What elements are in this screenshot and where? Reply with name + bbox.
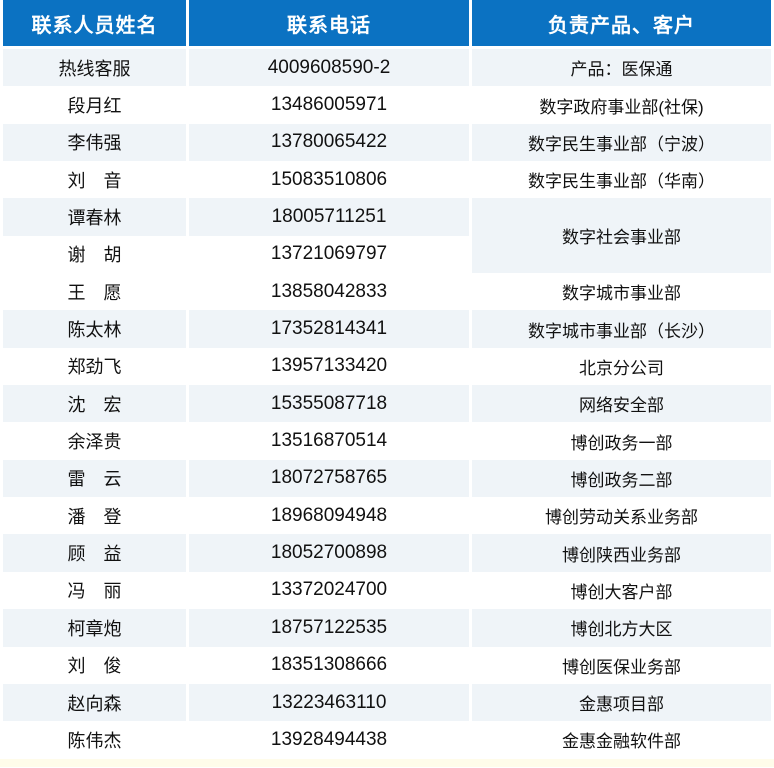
department-cell: 金惠金融软件部 bbox=[472, 721, 771, 759]
phone-cell: 13486005971 bbox=[189, 86, 469, 124]
table-row: 冯 丽 13372024700 博创大客户部 bbox=[3, 571, 771, 610]
contact-name-cell: 谢 胡 bbox=[3, 235, 186, 274]
contact-name-cell: 谭春林 bbox=[3, 198, 186, 236]
table-row: 刘 俊 18351308666 博创医保业务部 bbox=[3, 646, 771, 684]
table-row: 段月红 13486005971 数字政府事业部(社保) bbox=[3, 86, 771, 124]
phone-cell: 13372024700 bbox=[189, 571, 469, 610]
phone-cell: 18351308666 bbox=[189, 646, 469, 684]
phone-cell: 13928494438 bbox=[189, 721, 469, 759]
table-body: 热线客服 4009608590-2 产品：医保通 段月红 13486005971 数字政府… bbox=[3, 49, 771, 759]
department-cell: 北京分公司 bbox=[472, 347, 771, 386]
contact-name-cell: 顾 益 bbox=[3, 534, 186, 572]
department-cell: 数字城市事业部 bbox=[472, 273, 771, 311]
department-cell: 博创劳动关系业务部 bbox=[472, 497, 771, 535]
table-row: 李伟强 13780065422 数字民生事业部（宁波） bbox=[3, 123, 771, 162]
table-header: 联系人员姓名 联系电话 负责产品、客户 bbox=[3, 0, 771, 49]
department-cell: 博创大客户部 bbox=[472, 571, 771, 610]
contact-name-cell: 陈伟杰 bbox=[3, 721, 186, 759]
contact-name-cell: 段月红 bbox=[3, 86, 186, 124]
phone-cell: 13780065422 bbox=[189, 123, 469, 162]
phone-cell: 4009608590-2 bbox=[189, 49, 469, 87]
table-row: 谭春林 18005711251 数字社会事业部 bbox=[3, 198, 771, 274]
contact-name-cell: 沈 宏 bbox=[3, 385, 186, 423]
contact-name-cell: 热线客服 bbox=[3, 49, 186, 87]
contact-name-cell: 陈太林 bbox=[3, 310, 186, 348]
header-phone: 联系电话 bbox=[189, 0, 469, 49]
contact-name-cell: 赵向森 bbox=[3, 683, 186, 722]
table-row: 刘 音 15083510806 数字民生事业部（华南） bbox=[3, 161, 771, 199]
contact-name-cell: 郑劲飞 bbox=[3, 347, 186, 386]
header-contact-name: 联系人员姓名 bbox=[3, 0, 186, 49]
contact-name-cell: 余泽贵 bbox=[3, 422, 186, 460]
contact-name-cell: 雷 云 bbox=[3, 459, 186, 498]
phone-cell: 15083510806 bbox=[189, 161, 469, 199]
department-cell: 数字民生事业部（宁波） bbox=[472, 123, 771, 162]
table-row: 赵向森 13223463110 金惠项目部 bbox=[3, 683, 771, 722]
phone-cell: 18005711251 bbox=[189, 198, 469, 236]
department-cell: 博创医保业务部 bbox=[472, 646, 771, 684]
phone-cell: 17352814341 bbox=[189, 310, 469, 348]
table-row: 王 愿 13858042833 数字城市事业部 bbox=[3, 273, 771, 311]
phone-cell: 18072758765 bbox=[189, 459, 469, 498]
table-row: 潘 登 18968094948 博创劳动关系业务部 bbox=[3, 497, 771, 535]
department-cell: 数字社会事业部 bbox=[472, 198, 771, 274]
department-cell: 博创政务一部 bbox=[472, 422, 771, 460]
table-row: 沈 宏 15355087718 网络安全部 bbox=[3, 385, 771, 423]
phone-cell: 13721069797 bbox=[189, 235, 469, 274]
phone-cell: 15355087718 bbox=[189, 385, 469, 423]
department-cell: 博创北方大区 bbox=[472, 609, 771, 647]
department-cell: 数字城市事业部（长沙） bbox=[472, 310, 771, 348]
table-row: 柯章炮 18757122535 博创北方大区 bbox=[3, 609, 771, 647]
bottom-edge-strip bbox=[0, 758, 774, 767]
header-row: 联系人员姓名 联系电话 负责产品、客户 bbox=[3, 0, 771, 49]
contact-name-cell: 冯 丽 bbox=[3, 571, 186, 610]
table-row: 顾 益 18052700898 博创陕西业务部 bbox=[3, 534, 771, 572]
table-row: 陈太林 17352814341 数字城市事业部（长沙） bbox=[3, 310, 771, 348]
department-cell: 博创陕西业务部 bbox=[472, 534, 771, 572]
phone-cell: 18757122535 bbox=[189, 609, 469, 647]
contact-name-cell: 王 愿 bbox=[3, 273, 186, 311]
phone-cell: 13858042833 bbox=[189, 273, 469, 311]
table-row: 余泽贵 13516870514 博创政务一部 bbox=[3, 422, 771, 460]
contact-name-cell: 李伟强 bbox=[3, 123, 186, 162]
phone-cell: 13223463110 bbox=[189, 683, 469, 722]
phone-cell: 18052700898 bbox=[189, 534, 469, 572]
phone-cell: 13516870514 bbox=[189, 422, 469, 460]
department-cell: 数字政府事业部(社保) bbox=[472, 86, 771, 124]
contact-name-cell: 潘 登 bbox=[3, 497, 186, 535]
table-row: 雷 云 18072758765 博创政务二部 bbox=[3, 459, 771, 498]
table-row: 陈伟杰 13928494438 金惠金融软件部 bbox=[3, 721, 771, 759]
phone-cell: 13957133420 bbox=[189, 347, 469, 386]
department-cell: 数字民生事业部（华南） bbox=[472, 161, 771, 199]
contact-name-cell: 刘 音 bbox=[3, 161, 186, 199]
table-row: 郑劲飞 13957133420 北京分公司 bbox=[3, 347, 771, 386]
table-row: 谢 胡 13721069797 bbox=[3, 235, 771, 274]
department-cell: 产品：医保通 bbox=[472, 49, 771, 87]
department-cell: 博创政务二部 bbox=[472, 459, 771, 498]
department-cell: 金惠项目部 bbox=[472, 683, 771, 722]
department-cell: 网络安全部 bbox=[472, 385, 771, 423]
header-department: 负责产品、客户 bbox=[472, 0, 771, 49]
phone-cell: 18968094948 bbox=[189, 497, 469, 535]
contact-name-cell: 刘 俊 bbox=[3, 646, 186, 684]
contact-name-cell: 柯章炮 bbox=[3, 609, 186, 647]
table-row: 热线客服 4009608590-2 产品：医保通 bbox=[3, 49, 771, 87]
